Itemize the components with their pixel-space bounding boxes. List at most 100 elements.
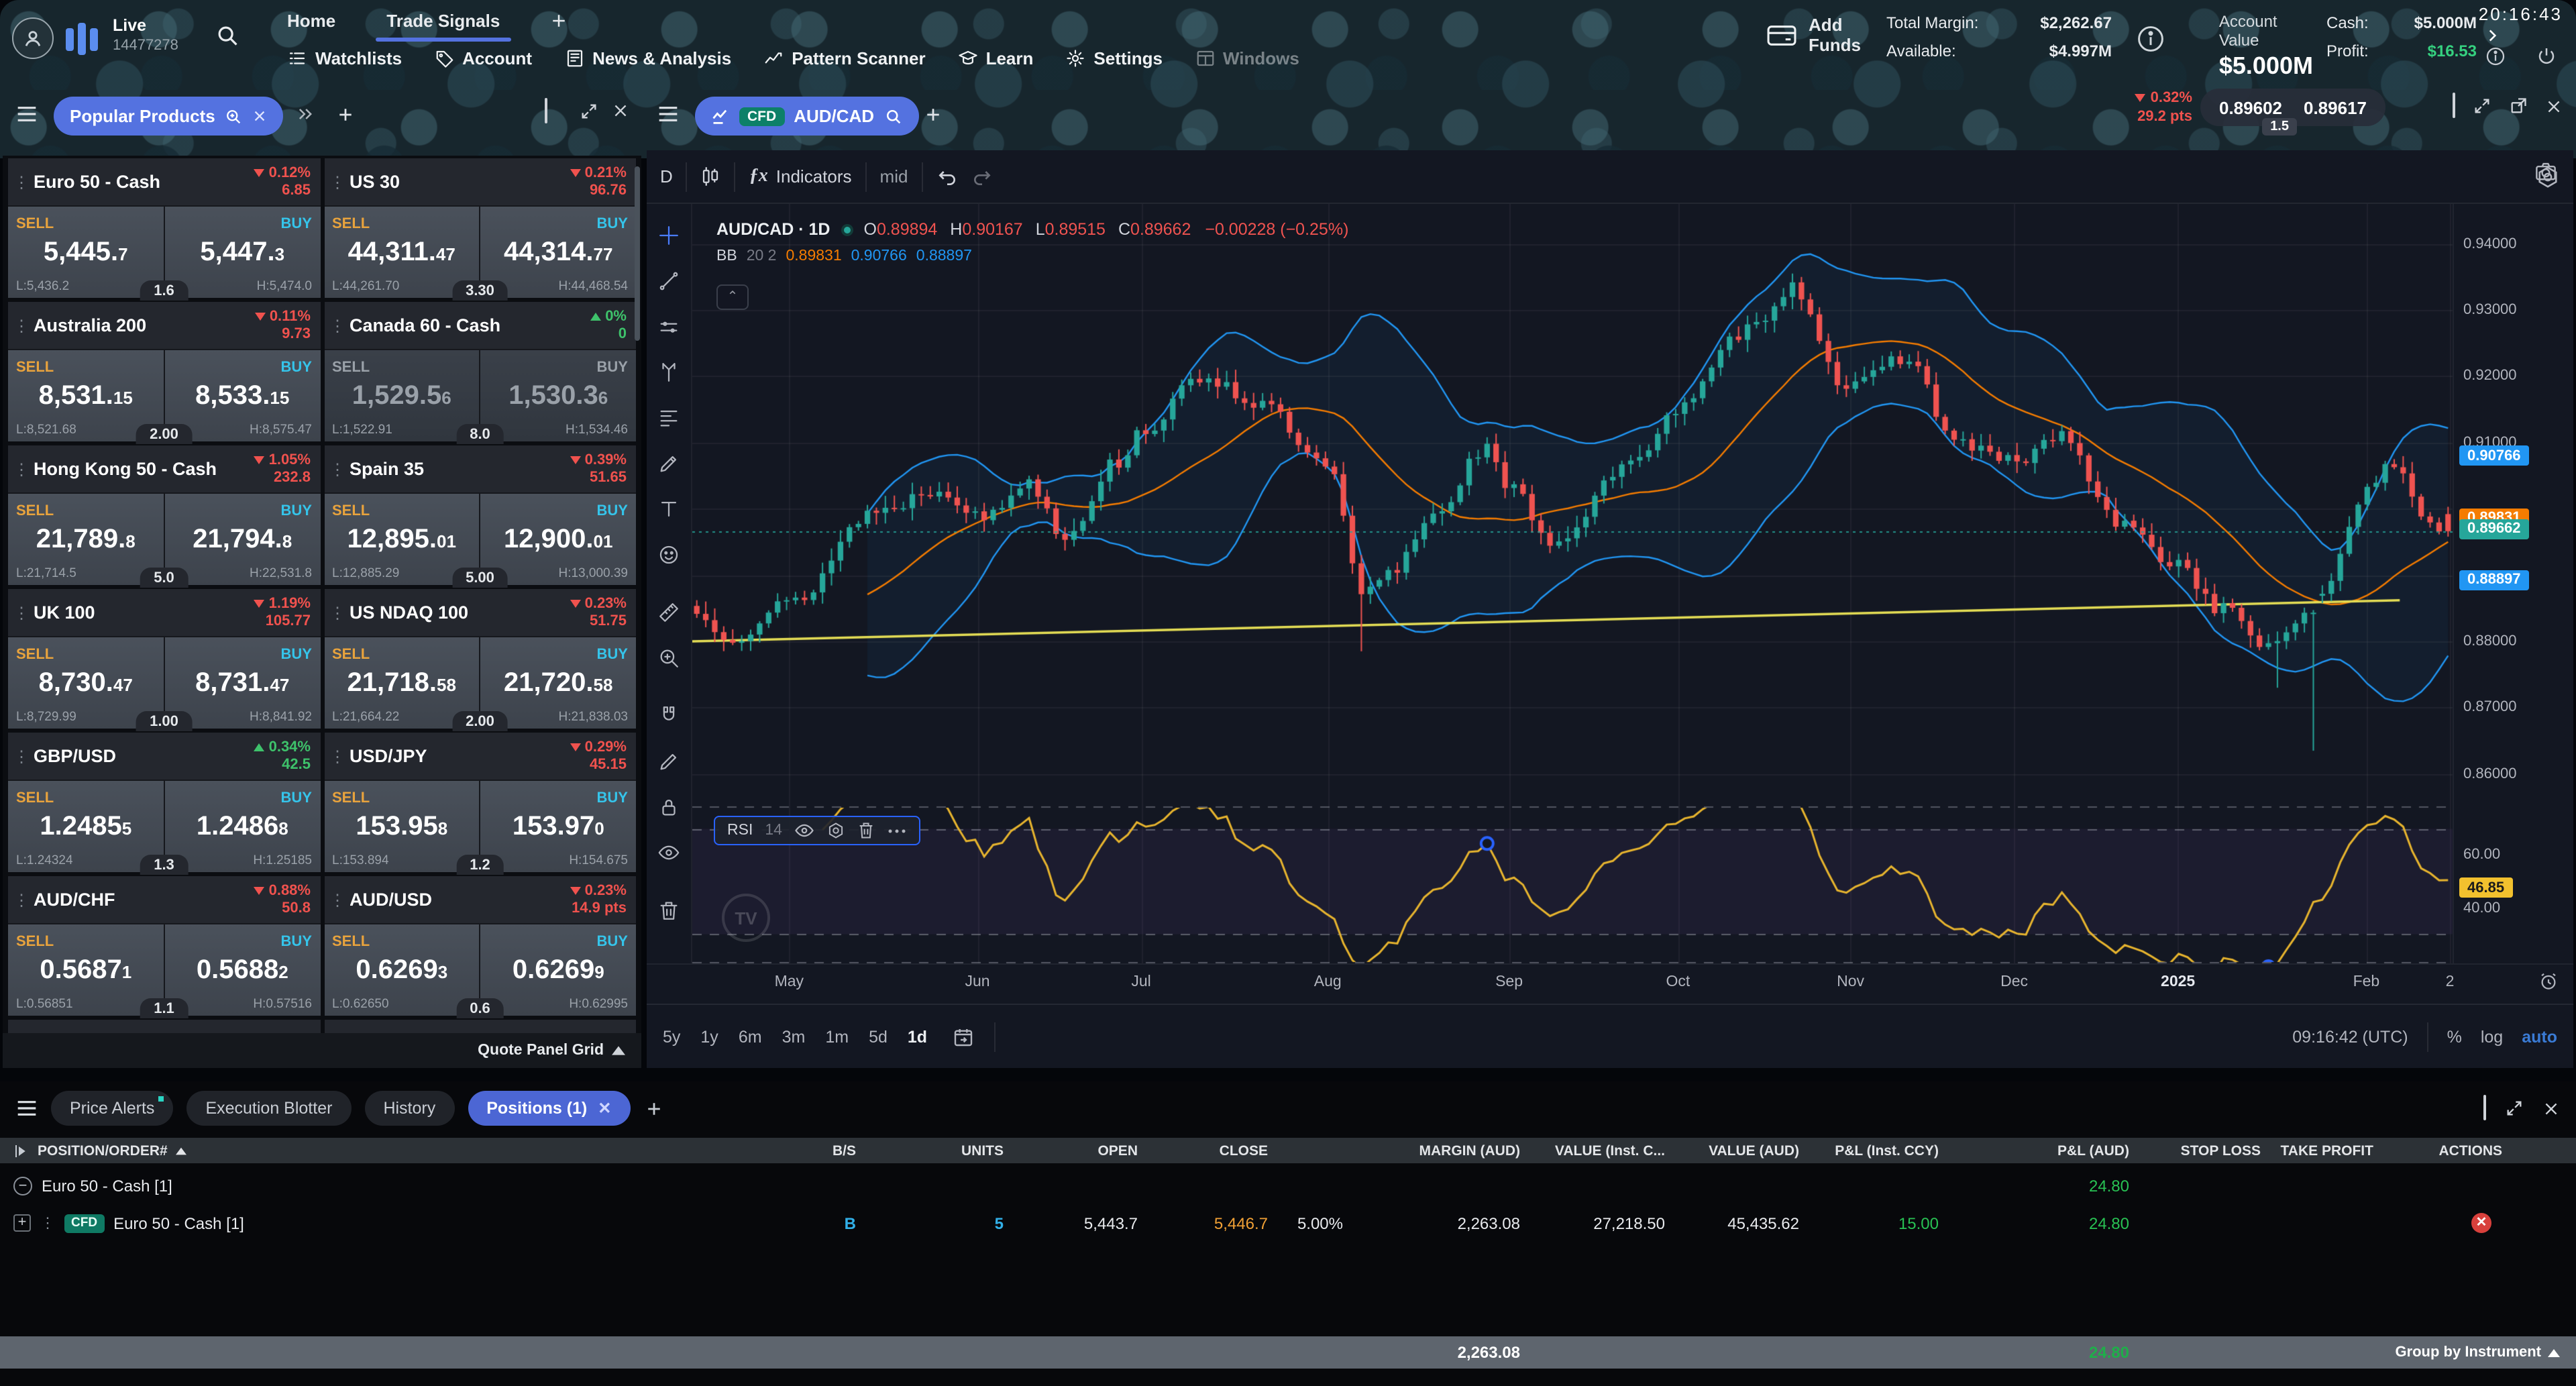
buy-price[interactable]: 0.89617	[2304, 97, 2367, 117]
indicators-button[interactable]: ƒxIndicators	[749, 166, 852, 187]
row-menu-icon[interactable]: ⋮	[40, 1214, 55, 1232]
quote-tile[interactable]: ⋮USD/JPY0.29%45.15SELL153.958L:153.894BU…	[324, 733, 636, 872]
bottom-menu-icon[interactable]	[16, 1099, 38, 1118]
chart-symbol-pill[interactable]: CFD AUD/CAD	[695, 97, 918, 136]
add-watchlist-tab-icon[interactable]	[335, 105, 356, 125]
menu-item-windows[interactable]: Windows	[1195, 48, 1299, 68]
menu-item-watchlists[interactable]: Watchlists	[287, 48, 402, 68]
user-avatar[interactable]	[12, 17, 54, 59]
pitchfork-icon[interactable]	[651, 352, 686, 392]
add-chart-tab-icon[interactable]	[923, 105, 943, 125]
sell-button[interactable]: SELL5,445.7L:5,436.2	[8, 207, 164, 298]
column-header-stop-loss[interactable]: STOP LOSS	[2129, 1142, 2261, 1159]
quote-tile[interactable]: ⋮Canada 60 - Cash0%0SELL1,529.56L:1,522.…	[324, 302, 636, 441]
measure-icon[interactable]	[651, 592, 686, 632]
brush-icon[interactable]	[651, 443, 686, 483]
price-source-button[interactable]: mid	[880, 166, 908, 186]
drag-handle-icon[interactable]: ⋮	[329, 316, 344, 335]
buy-button[interactable]: BUY21,794.8H:22,531.8	[165, 494, 321, 585]
crosshair-icon[interactable]	[651, 215, 686, 255]
go-to-date-icon[interactable]	[953, 1026, 974, 1047]
price-axis[interactable]: 0.940000.930000.920000.910000.880000.870…	[2453, 204, 2573, 963]
more-options-icon[interactable]	[887, 827, 907, 834]
legend-symbol[interactable]: AUD/CAD · 1D	[716, 220, 830, 239]
close-tab-icon[interactable]: ✕	[598, 1099, 611, 1118]
buy-button[interactable]: BUY0.62699H:0.62995	[481, 924, 637, 1016]
timeframe-6m[interactable]: 6m	[739, 1027, 762, 1046]
sell-button[interactable]: SELL1.24855L:1.24324	[8, 781, 164, 872]
account-info-icon[interactable]	[2136, 24, 2165, 54]
percent-scale-button[interactable]: %	[2447, 1027, 2462, 1046]
column-header-margin-aud-[interactable]: MARGIN (AUD)	[1343, 1142, 1520, 1159]
undo-icon[interactable]	[936, 167, 957, 186]
position-row[interactable]: +⋮CFDEuro 50 - Cash [1]B55,443.75,446.75…	[0, 1205, 2576, 1241]
drag-handle-icon[interactable]: ⋮	[13, 172, 28, 191]
bottom-tab-price-alerts[interactable]: Price Alerts	[51, 1091, 173, 1126]
bottom-tab-positions-1-[interactable]: Positions (1)✕	[468, 1091, 630, 1126]
quote-tile[interactable]: ⋮Spain 350.39%51.65SELL12,895.01L:12,885…	[324, 445, 636, 585]
legend-collapse-button[interactable]: ⌃	[716, 284, 749, 310]
redo-icon[interactable]	[971, 167, 992, 186]
close-panel-icon[interactable]	[2545, 97, 2563, 115]
column-header-p-l-inst-ccy-[interactable]: P&L (Inst. CCY)	[1799, 1142, 1939, 1159]
quote-tile[interactable]: ⋮AUD/USD0.23%14.9 ptsSELL0.62693L:0.6265…	[324, 876, 636, 1016]
buy-button[interactable]: BUY1.24868H:1.25185	[165, 781, 321, 872]
drag-handle-icon[interactable]: ⋮	[13, 747, 28, 765]
magnet-icon[interactable]	[651, 695, 686, 735]
timeframe-1y[interactable]: 1y	[700, 1027, 718, 1046]
position-group-row[interactable]: −Euro 50 - Cash [1]24.80	[0, 1167, 2576, 1204]
expand-panel-icon[interactable]	[2505, 1099, 2524, 1118]
chart-menu-icon[interactable]	[657, 105, 679, 123]
chart-plot-area[interactable]	[692, 204, 2453, 963]
sell-button[interactable]: SELL0.56871L:0.56851	[8, 924, 164, 1016]
close-panel-icon[interactable]	[612, 102, 629, 119]
eye-icon[interactable]	[651, 832, 686, 872]
search-icon[interactable]	[215, 23, 240, 48]
sell-button[interactable]: SELL0.62693L:0.62650	[324, 924, 480, 1016]
legend-bollinger[interactable]: BB20 2 0.89831 0.90766 0.88897	[716, 248, 1348, 264]
timeframe-5y[interactable]: 5y	[663, 1027, 680, 1046]
popout-icon[interactable]	[2509, 97, 2528, 115]
buy-button[interactable]: BUY153.970H:154.675	[481, 781, 637, 872]
expand-position-icon[interactable]: +	[13, 1214, 31, 1232]
drag-handle-icon[interactable]: ⋮	[13, 316, 28, 335]
drag-handle-icon[interactable]: ⋮	[329, 460, 344, 478]
close-panel-icon[interactable]	[2542, 1100, 2560, 1117]
column-header-actions[interactable]: ACTIONS	[2373, 1142, 2529, 1159]
tab-home[interactable]: Home	[284, 5, 338, 36]
text-icon[interactable]	[651, 488, 686, 529]
parallel-channel-icon[interactable]	[651, 306, 686, 346]
pencil-icon[interactable]	[651, 741, 686, 781]
camera-snapshot-icon[interactable]	[2534, 161, 2557, 181]
lock-icon[interactable]	[651, 786, 686, 827]
expand-panel-icon[interactable]	[580, 102, 598, 121]
drag-handle-icon[interactable]: ⋮	[13, 603, 28, 622]
column-header-value-aud-[interactable]: VALUE (AUD)	[1665, 1142, 1799, 1159]
auto-scale-button[interactable]: auto	[2522, 1027, 2557, 1046]
menu-item-pattern-scanner[interactable]: Pattern Scanner	[763, 48, 925, 68]
candle-style-button[interactable]	[701, 165, 721, 188]
buy-button[interactable]: BUY0.56882H:0.57516	[165, 924, 321, 1016]
menu-item-settings[interactable]: Settings	[1065, 48, 1163, 68]
eye-icon[interactable]	[794, 822, 814, 839]
zoom-in-icon[interactable]	[651, 637, 686, 678]
expand-panel-icon[interactable]	[2473, 97, 2491, 115]
log-scale-button[interactable]: log	[2481, 1027, 2503, 1046]
column-header-p-l-aud-[interactable]: P&L (AUD)	[1939, 1142, 2129, 1159]
panel-layout-icon[interactable]	[2483, 1096, 2486, 1120]
column-header-value-inst-c-[interactable]: VALUE (Inst. C...	[1520, 1142, 1665, 1159]
drag-handle-icon[interactable]: ⋮	[13, 890, 28, 909]
panel-layout-icon[interactable]	[545, 99, 547, 123]
quote-tile[interactable]: ⋮AUD/CHF0.88%50.8SELL0.56871L:0.56851BUY…	[8, 876, 320, 1016]
quote-tile[interactable]: ⋮Australia 2000.11%9.73SELL8,531.15L:8,5…	[8, 302, 320, 441]
timeframe-1m[interactable]: 1m	[825, 1027, 849, 1046]
column-header-open[interactable]: OPEN	[1004, 1142, 1138, 1159]
quote-tile[interactable]: ⋮US 300.21%96.76SELL44,311.47L:44,261.70…	[324, 158, 636, 298]
drag-handle-icon[interactable]: ⋮	[329, 603, 344, 622]
quote-tile-partial[interactable]: ⋮0.05%	[8, 1020, 320, 1033]
drag-handle-icon[interactable]: ⋮	[329, 747, 344, 765]
buy-button[interactable]: BUY5,447.3H:5,474.0	[165, 207, 321, 298]
timeframe-1d[interactable]: 1d	[908, 1027, 927, 1046]
expand-tabs-icon[interactable]	[295, 105, 315, 123]
drag-handle-icon[interactable]: ⋮	[329, 890, 344, 909]
